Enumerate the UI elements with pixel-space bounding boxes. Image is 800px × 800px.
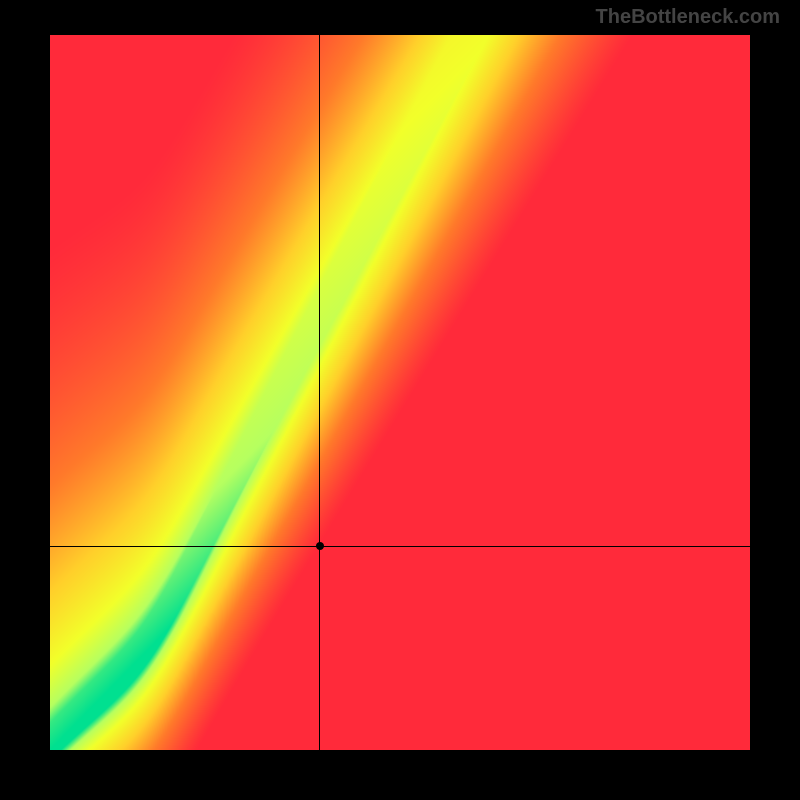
crosshair-dot [316,542,324,550]
attribution-text: TheBottleneck.com [596,6,780,29]
crosshair-horizontal [50,546,750,547]
chart-container: TheBottleneck.com [0,0,800,800]
crosshair-vertical [319,35,320,750]
plot-frame [50,35,750,750]
heatmap-canvas [50,35,750,750]
